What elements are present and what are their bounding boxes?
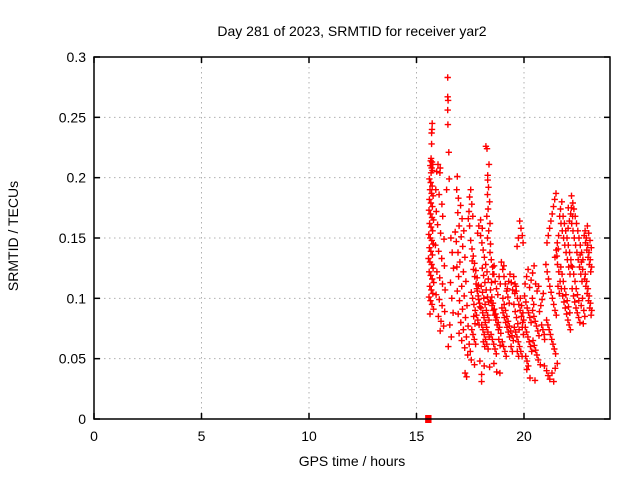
x-tick-label: 5	[198, 428, 206, 444]
y-tick-label: 0.1	[67, 290, 87, 306]
x-tick-label: 20	[516, 428, 532, 444]
x-tick-label: 10	[301, 428, 317, 444]
x-tick-label: 0	[90, 428, 98, 444]
y-tick-label: 0.2	[67, 170, 87, 186]
y-tick-label: 0	[78, 411, 86, 427]
y-tick-label: 0.15	[59, 230, 86, 246]
y-tick-label: 0.25	[59, 109, 86, 125]
y-tick-label: 0.05	[59, 351, 86, 367]
x-axis-label: GPS time / hours	[299, 453, 406, 469]
series-SRMTID	[425, 74, 595, 385]
chart-title: Day 281 of 2023, SRMTID for receiver yar…	[217, 23, 486, 39]
y-tick-label: 0.3	[67, 49, 87, 65]
tick-labels: 0 5 10 15 20 0 0.05 0.1 0.15 0.2 0.25 0.3	[59, 49, 532, 444]
y-axis-label: SRMTID / TECUs	[5, 181, 21, 291]
axes-border-and-ticks	[93, 56, 611, 420]
x-tick-label: 15	[409, 428, 425, 444]
